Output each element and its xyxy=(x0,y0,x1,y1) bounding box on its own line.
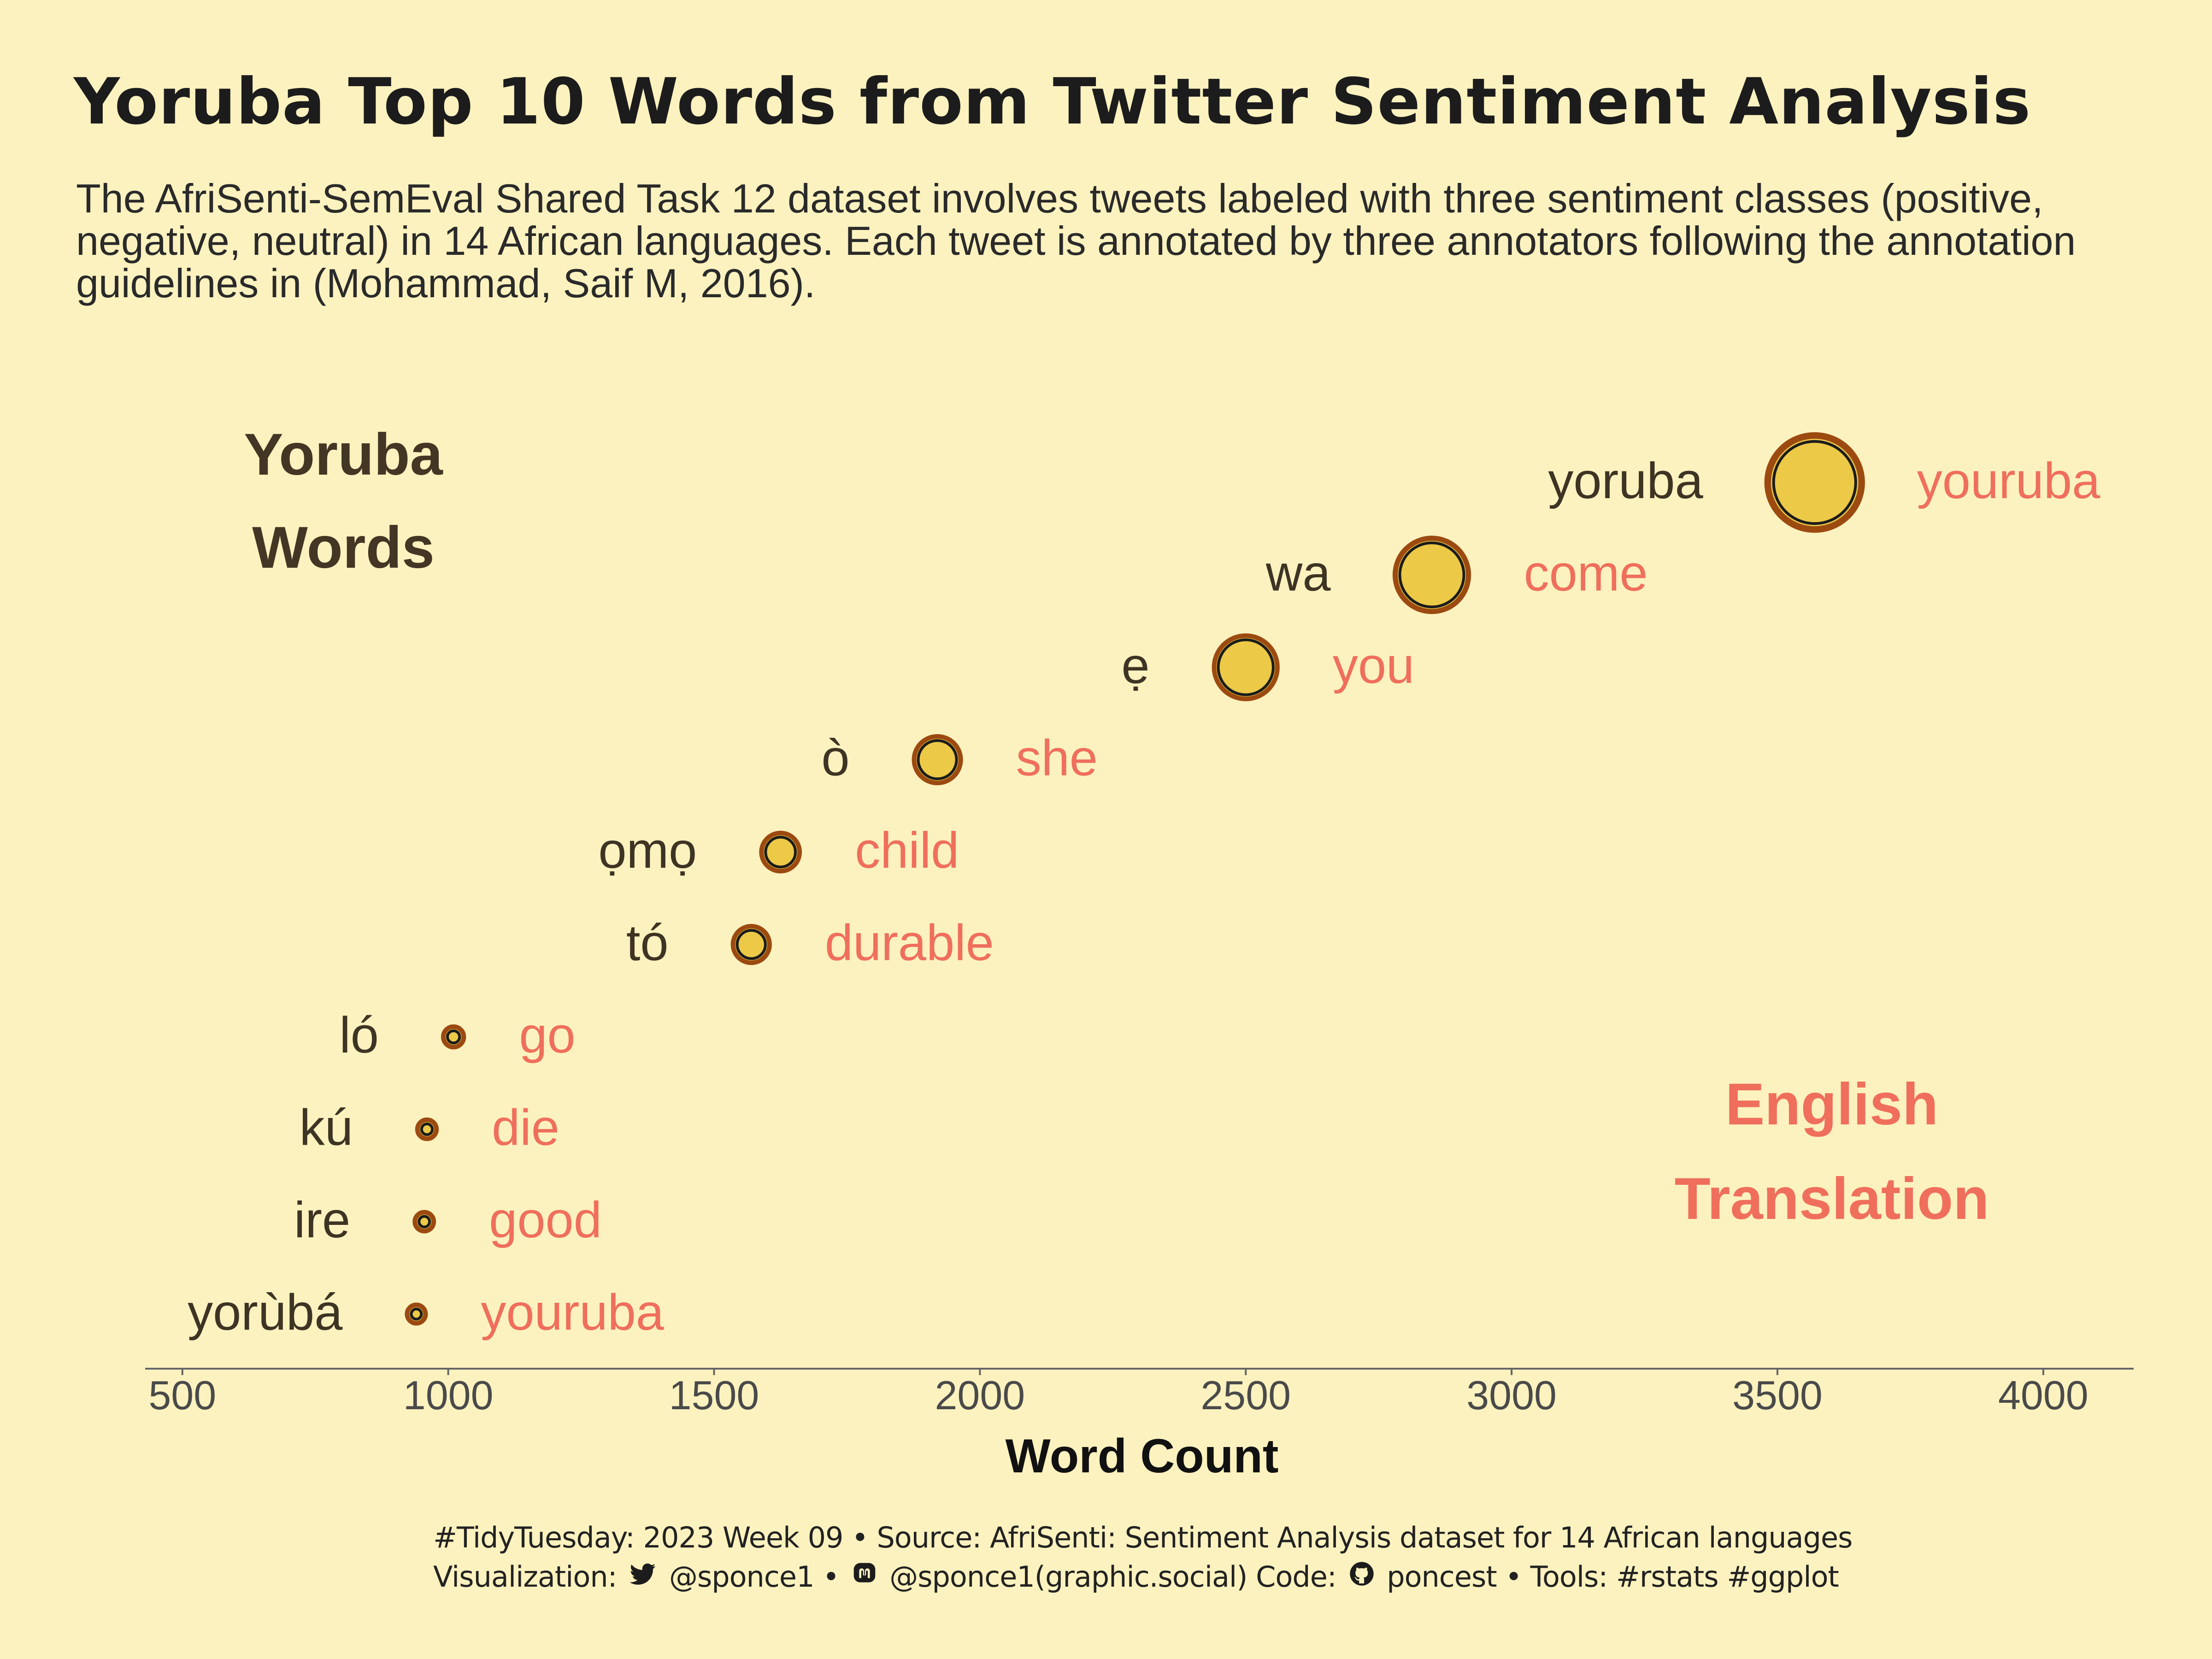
english-word-label: come xyxy=(1524,545,1648,602)
github-icon xyxy=(1349,1560,1375,1594)
caption-viz-label: Visualization: xyxy=(433,1560,618,1594)
chart-plot: 500 1000 1500 2000 2500 3000 3500 4000 Word Coun… xyxy=(145,422,2134,1483)
x-tick-label: 1000 xyxy=(403,1372,494,1418)
data-point-inner-ring xyxy=(446,1029,461,1045)
twitter-icon xyxy=(629,1560,657,1594)
yoruba-words-label-line1: Yoruba xyxy=(244,422,443,488)
english-word-label: she xyxy=(1016,730,1098,787)
english-word-label: good xyxy=(489,1192,602,1248)
data-point xyxy=(912,734,963,786)
x-tick-label: 3500 xyxy=(1732,1372,1823,1418)
yoruba-word-label: ire xyxy=(294,1192,350,1248)
data-point-inner-ring xyxy=(420,1122,434,1136)
data-point xyxy=(1392,535,1471,614)
x-tick-label: 2000 xyxy=(935,1372,1025,1418)
yoruba-word-label: kú xyxy=(300,1100,353,1156)
yoruba-word-label: ló xyxy=(339,1007,379,1064)
yoruba-word-label: ò xyxy=(821,730,849,787)
data-point-inner-ring xyxy=(410,1307,423,1321)
mastodon-icon xyxy=(852,1560,877,1594)
data-point-inner-ring xyxy=(764,835,797,869)
caption-twitter-handle: @sponce1 • xyxy=(669,1560,840,1594)
data-point xyxy=(1212,633,1280,701)
x-axis-title: Word Count xyxy=(1005,1430,1278,1483)
data-point-inner-ring xyxy=(917,739,958,781)
english-translation-label-line2: Translation xyxy=(1675,1166,1989,1232)
english-word-label: youruba xyxy=(1917,453,2100,509)
data-point-inner-ring xyxy=(1772,440,1857,525)
chart-title: Yoruba Top 10 Words from Twitter Sentime… xyxy=(74,65,2031,139)
chart-subtitle: The AfriSenti-SemEval Shared Task 12 dat… xyxy=(76,176,2076,306)
english-word-label: durable xyxy=(825,915,994,971)
english-word-label: child xyxy=(855,822,959,879)
x-tick-label: 3000 xyxy=(1466,1372,1557,1418)
yoruba-words-label-line2: Words xyxy=(252,515,435,581)
x-tick-label: 4000 xyxy=(1998,1372,2088,1418)
data-point-inner-ring xyxy=(418,1215,431,1229)
data-point-inner-ring xyxy=(735,929,767,960)
x-tick-label: 500 xyxy=(148,1372,216,1418)
data-point xyxy=(405,1302,428,1326)
data-point xyxy=(759,830,802,874)
english-word-label: youruba xyxy=(481,1284,664,1341)
yoruba-word-label: wa xyxy=(1265,545,1331,602)
caption-mastodon-handle: @sponce1(graphic.social) Code: xyxy=(889,1560,1337,1594)
caption-github-handle: poncest • Tools: #rstats #ggplot xyxy=(1387,1560,1839,1594)
data-point xyxy=(1764,432,1865,533)
data-point-inner-ring xyxy=(1398,541,1465,609)
yoruba-word-label: ọmọ xyxy=(598,822,697,879)
english-word-label: die xyxy=(492,1100,559,1156)
x-tick-label: 2500 xyxy=(1200,1372,1291,1418)
yoruba-word-label: yorùbá xyxy=(188,1284,343,1341)
yoruba-word-label: ẹ xyxy=(1121,637,1149,694)
data-point-inner-ring xyxy=(1217,638,1275,696)
english-translation-label-line1: English xyxy=(1725,1071,1938,1137)
english-word-label: you xyxy=(1333,637,1414,694)
data-point xyxy=(412,1210,436,1234)
caption-line-2: Visualization: @sponce1 • @sponce1(graph… xyxy=(433,1560,1839,1594)
english-word-label: go xyxy=(519,1007,575,1064)
x-tick-label: 1500 xyxy=(669,1372,759,1418)
caption-line-1: #TidyTuesday: 2023 Week 09 • Source: Afr… xyxy=(433,1521,1853,1554)
yoruba-word-label: tó xyxy=(626,915,669,971)
yoruba-word-label: yoruba xyxy=(1548,453,1703,509)
